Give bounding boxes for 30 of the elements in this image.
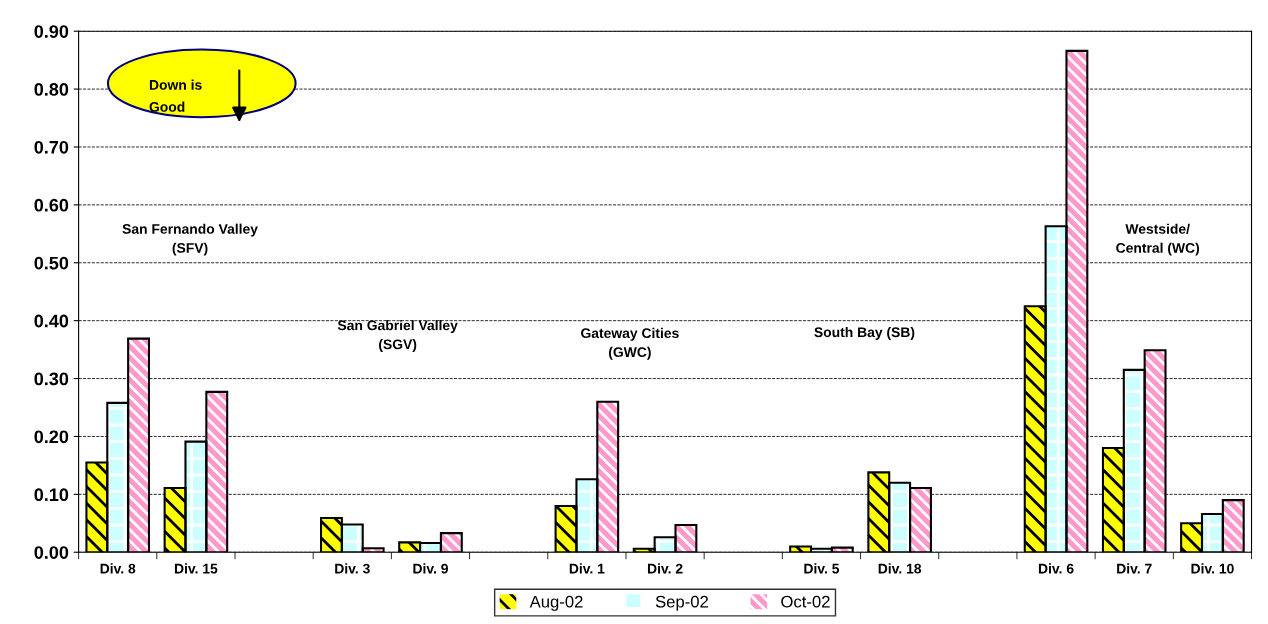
annotation: San Fernando Valley (SFV) xyxy=(122,223,258,256)
y-tick-label: 0.10 xyxy=(34,488,69,502)
annotation: Down is Good xyxy=(149,79,202,112)
x-tick-label: Div. 6 xyxy=(1038,563,1074,574)
annotation: South Bay (SB) xyxy=(814,326,915,340)
x-tick-label: Div. 3 xyxy=(335,563,370,574)
annotation: Westside/ Central (WC) xyxy=(1116,223,1200,256)
x-tick-label: Div. 9 xyxy=(413,563,448,574)
y-tick-label: 0.80 xyxy=(34,83,69,96)
legend-label: Aug-02 xyxy=(529,595,583,611)
x-tick-label: Div. 2 xyxy=(647,563,683,574)
y-tick-label: 0.20 xyxy=(34,430,69,444)
x-tick-label: Div. 10 xyxy=(1191,563,1234,574)
y-tick-label: 0.00 xyxy=(34,546,69,559)
x-tick-label: Div. 15 xyxy=(174,563,218,574)
legend-label: Sep-02 xyxy=(655,595,708,611)
y-tick-label: 0.90 xyxy=(34,25,69,38)
y-tick-label: 0.60 xyxy=(34,198,69,212)
y-tick-label: 0.50 xyxy=(34,256,69,270)
x-tick-label: Div. 7 xyxy=(1117,563,1152,574)
x-tick-label: Div. 18 xyxy=(878,563,922,574)
x-tick-label: Div. 1 xyxy=(569,563,605,574)
x-tick-label: Div. 5 xyxy=(804,563,840,574)
x-tick-label: Div. 8 xyxy=(100,563,136,574)
annotation: San Gabriel Valley (SGV) xyxy=(337,320,458,352)
annotation: Gateway Cities (GWC) xyxy=(581,327,679,360)
y-tick-label: 0.30 xyxy=(34,372,69,386)
y-tick-label: 0.70 xyxy=(34,140,69,154)
y-tick-label: 0.40 xyxy=(34,314,69,328)
legend-label: Oct-02 xyxy=(781,595,830,608)
